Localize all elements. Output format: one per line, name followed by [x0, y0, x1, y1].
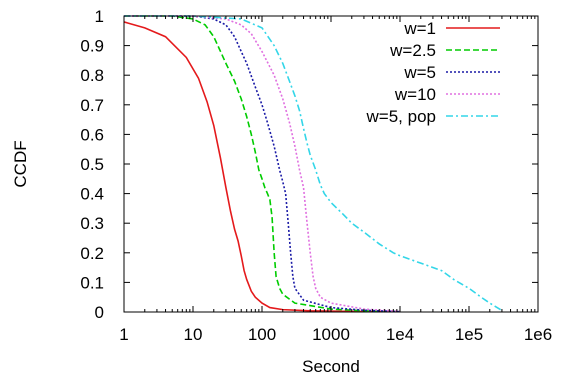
- legend-label-2: w=2.5: [389, 41, 436, 60]
- y-tick-label: 0.3: [80, 214, 104, 233]
- x-axis-label: Second: [302, 357, 360, 376]
- x-tick-label: 100: [248, 325, 276, 344]
- legend: w=1 w=2.5 w=5 w=10 w=5, pop: [366, 19, 500, 126]
- legend-label-5: w=5, pop: [366, 107, 436, 126]
- y-axis-label: CCDF: [11, 140, 30, 187]
- legend-label-4: w=10: [394, 85, 436, 104]
- y-tick-label: 0: [95, 303, 104, 322]
- series-line-5: [124, 15, 503, 312]
- series-layer: [123, 15, 503, 313]
- x-tick-label: 1e5: [455, 325, 483, 344]
- plot-frame: [123, 15, 539, 313]
- legend-label-3: w=5: [403, 63, 436, 82]
- y-tick-label: 0.6: [80, 125, 104, 144]
- y-tick-label: 1: [95, 7, 104, 26]
- x-tick-label: 1e6: [524, 325, 552, 344]
- y-tick-label: 0.8: [80, 66, 104, 85]
- ticks-layer: 1 10 100 1000 1e4 1e5 1e6 0 0.1 0.2 0.3 0.4 0.5 0.6 0.…: [80, 7, 552, 344]
- series-line-4: [124, 15, 401, 313]
- series-line-1: [123, 21, 401, 313]
- x-tick-label: 1e4: [386, 325, 414, 344]
- y-tick-label: 0.2: [80, 244, 104, 263]
- x-tick-label: 1000: [312, 325, 350, 344]
- series-line-3: [124, 15, 401, 313]
- y-tick-label: 0.4: [80, 185, 104, 204]
- y-tick-label: 0.5: [80, 155, 104, 174]
- x-tick-label: 10: [184, 325, 203, 344]
- y-tick-label: 0.9: [80, 37, 104, 56]
- series-line-2: [124, 15, 401, 313]
- legend-label-1: w=1: [403, 19, 436, 38]
- y-tick-label: 0.1: [80, 273, 104, 292]
- x-tick-label: 1: [119, 325, 128, 344]
- y-tick-label: 0.7: [80, 96, 104, 115]
